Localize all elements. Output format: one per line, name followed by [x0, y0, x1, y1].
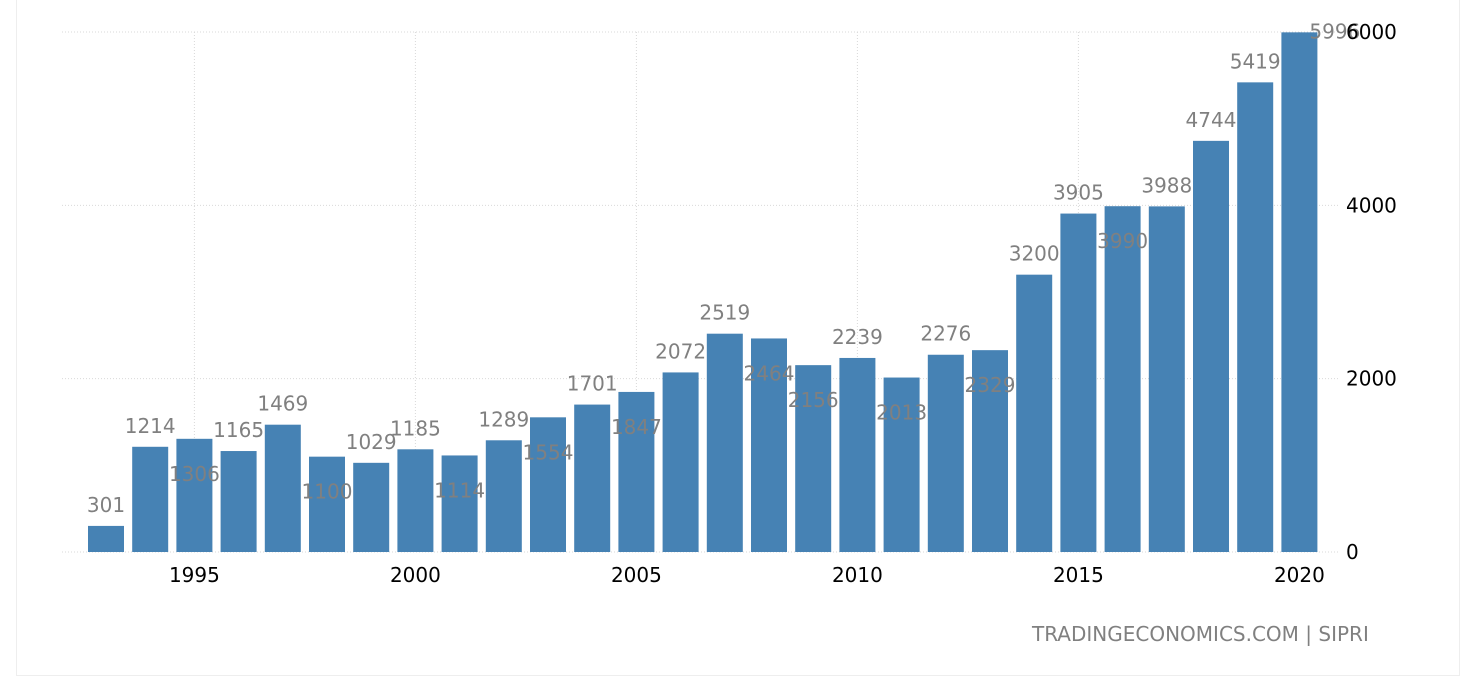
data-label: 2464 [744, 361, 795, 385]
x-tick-label: 1995 [169, 563, 220, 587]
y-tick-label: 4000 [1346, 193, 1397, 217]
bar [1193, 140, 1229, 552]
source-separator: | [1305, 622, 1313, 646]
x-axis-ticks: 1995 2000 2005 2010 2015 2020 [169, 563, 1325, 587]
data-label: 1306 [169, 462, 220, 486]
y-tick-label: 2000 [1346, 367, 1397, 391]
x-tick-label: 2010 [832, 563, 883, 587]
source-attribution: TRADINGECONOMICS.COM | SIPRI [1032, 622, 1369, 646]
bar [1060, 213, 1097, 553]
data-label: 3988 [1141, 173, 1192, 197]
data-label: 5996 [1309, 19, 1360, 43]
bar [132, 446, 169, 552]
data-label: 2013 [876, 401, 927, 425]
bar [618, 391, 655, 552]
data-label: 2519 [699, 301, 750, 325]
data-label: 1701 [567, 372, 618, 396]
bar [662, 372, 699, 552]
bar [706, 333, 743, 552]
chart-container [16, 0, 1460, 676]
x-tick-label: 2000 [390, 563, 441, 587]
bar [883, 377, 920, 552]
bar [441, 455, 478, 552]
bar [1237, 82, 1274, 552]
data-label: 1554 [523, 440, 574, 464]
bar [1104, 206, 1141, 552]
data-label: 3200 [1009, 242, 1060, 266]
bar [397, 449, 434, 552]
source-site: TRADINGECONOMICS.COM [1032, 622, 1299, 646]
bar [1281, 32, 1318, 552]
data-label: 2156 [788, 388, 839, 412]
data-label: 2276 [920, 322, 971, 346]
x-tick-label: 2015 [1053, 563, 1104, 587]
bar [1148, 206, 1185, 552]
bar [88, 525, 124, 552]
bar [574, 404, 611, 552]
y-tick-label: 0 [1346, 540, 1359, 564]
bar [264, 424, 301, 552]
bar [220, 451, 257, 552]
x-tick-label: 2020 [1274, 563, 1325, 587]
data-label: 2239 [832, 325, 883, 349]
bar [485, 440, 522, 552]
y-axis-ticks: 0 2000 4000 6000 [1346, 20, 1397, 564]
x-tick-label: 2005 [611, 563, 662, 587]
data-label: 1214 [125, 414, 176, 438]
bar [309, 456, 345, 552]
bars [88, 32, 1318, 553]
data-label: 1185 [390, 416, 441, 440]
data-label: 2329 [965, 373, 1016, 397]
data-label: 1469 [257, 392, 308, 416]
data-label: 1289 [478, 407, 529, 431]
bar [353, 462, 390, 552]
data-label: 1114 [434, 478, 485, 502]
data-label: 301 [87, 493, 125, 517]
data-label: 4744 [1186, 108, 1237, 132]
bar [530, 417, 566, 552]
y-tick-label: 6000 [1346, 20, 1397, 44]
bar [176, 438, 213, 552]
bar [927, 354, 964, 552]
data-label: 3905 [1053, 181, 1104, 205]
bar [839, 357, 876, 552]
source-provider: SIPRI [1318, 622, 1369, 646]
bar [751, 338, 787, 552]
data-label: 1165 [213, 418, 264, 442]
data-label: 5419 [1230, 49, 1281, 73]
bar [795, 365, 832, 552]
data-label: 1100 [302, 480, 353, 504]
bar [1016, 274, 1053, 552]
data-label: 1847 [611, 415, 662, 439]
bar [972, 350, 1008, 552]
data-label: 3990 [1097, 229, 1148, 253]
data-label: 1029 [346, 430, 397, 454]
data-label: 2072 [655, 339, 706, 363]
